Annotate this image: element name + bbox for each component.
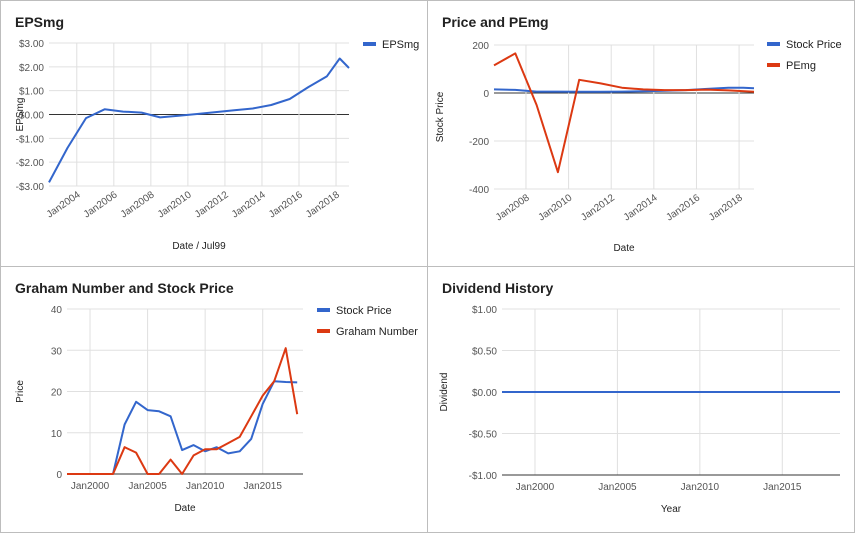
legend-label: EPSmg — [382, 39, 419, 51]
y-tick-label: $1.00 — [19, 87, 44, 98]
x-tick-label: Jan2016 — [267, 189, 305, 220]
x-tick-label: Jan2012 — [193, 189, 231, 220]
panel-epsmg: EPSmg $3.00 $2.00 $1.00 $0.00 -$1.00 -$2.00 -$3… — [0, 0, 428, 267]
x-tick-label: Jan2000 — [516, 482, 555, 493]
pemg-line — [493, 52, 755, 174]
x-tick-label: Jan2014 — [230, 189, 268, 220]
legend-swatch — [317, 329, 330, 333]
epsmg-chart: EPSmg $3.00 $2.00 $1.00 $0.00 -$1.00 -$2.00 -$3… — [15, 14, 419, 252]
y-tick-label: $1.00 — [472, 305, 497, 316]
y-tick-label: $0.00 — [472, 388, 497, 399]
graham-number-line — [67, 347, 299, 475]
legend-swatch — [317, 308, 330, 312]
y-tick-label: 0 — [483, 89, 489, 100]
x-tick-label: Jan2018 — [707, 192, 745, 223]
chart-title: Graham Number and Stock Price — [15, 280, 234, 296]
x-tick-label: Jan2012 — [579, 192, 617, 223]
y-tick-label: -$1.00 — [469, 471, 498, 482]
x-axis-title: Date / Jul99 — [172, 241, 226, 252]
chart-title: EPSmg — [15, 14, 64, 30]
x-tick-label: Jan2006 — [82, 189, 120, 220]
y-tick-label: $2.00 — [19, 63, 44, 74]
y-tick-label: 40 — [51, 305, 63, 316]
y-tick-label: $0.00 — [19, 111, 44, 122]
y-tick-label: -200 — [469, 137, 489, 148]
y-tick-label: 30 — [51, 346, 63, 357]
panel-graham-number: Graham Number and Stock Price 40 30 20 10 0 Ja… — [0, 266, 428, 533]
x-tick-label: Jan2000 — [71, 481, 110, 492]
legend-label: Graham Number — [336, 326, 418, 338]
y-axis-title: Price — [15, 380, 26, 403]
y-tick-label: -400 — [469, 185, 489, 196]
y-tick-label: -$1.00 — [16, 134, 45, 145]
y-tick-label: -$2.00 — [16, 158, 45, 169]
x-tick-label: Jan2015 — [763, 482, 802, 493]
x-tick-label: Jan2005 — [128, 481, 167, 492]
x-tick-label: Jan2008 — [494, 192, 532, 223]
dividend-history-chart: Dividend History $1.00 $0.50 $0.00 -$0.50 -$1… — [439, 280, 840, 515]
y-tick-label: $3.00 — [19, 39, 44, 50]
x-axis-title: Year — [661, 504, 682, 515]
legend-label: Stock Price — [786, 39, 842, 51]
x-tick-label: Jan2018 — [304, 189, 342, 220]
x-tick-label: Jan2005 — [598, 482, 637, 493]
y-tick-label: 10 — [51, 429, 63, 440]
x-tick-label: Jan2010 — [156, 189, 194, 220]
y-tick-label: -$0.50 — [469, 430, 498, 441]
price-and-pemg-chart: Price and PEmg 200 0 -200 -400 Jan2008 Jan2010… — [435, 14, 842, 254]
x-tick-label: Jan2010 — [681, 482, 720, 493]
legend-swatch — [767, 42, 780, 46]
x-tick-label: Jan2014 — [622, 192, 660, 223]
x-tick-label: Jan2004 — [45, 189, 83, 220]
legend-swatch — [767, 63, 780, 67]
y-tick-label: 200 — [472, 41, 489, 52]
x-tick-label: Jan2010 — [537, 192, 575, 223]
y-tick-label: $0.50 — [472, 347, 497, 358]
y-axis-title: EPSmg — [15, 98, 26, 132]
y-axis-title: Stock Price — [435, 91, 446, 142]
legend-label: PEmg — [786, 60, 816, 72]
x-tick-label: Jan2016 — [664, 192, 702, 223]
y-tick-label: 20 — [51, 388, 63, 399]
chart-title: Price and PEmg — [442, 14, 549, 30]
x-tick-label: Jan2008 — [119, 189, 157, 220]
x-axis-title: Date — [174, 503, 196, 514]
panel-price-and-pemg: Price and PEmg 200 0 -200 -400 Jan2008 Jan2010… — [427, 0, 855, 267]
chart-title: Dividend History — [442, 280, 553, 296]
x-axis-title: Date — [613, 243, 635, 254]
x-tick-label: Jan2010 — [186, 481, 225, 492]
x-tick-label: Jan2015 — [244, 481, 283, 492]
y-tick-label: 0 — [56, 470, 62, 481]
legend-swatch — [363, 42, 376, 46]
y-tick-label: -$3.00 — [16, 182, 45, 193]
legend-label: Stock Price — [336, 305, 392, 317]
y-axis-title: Dividend — [439, 373, 450, 412]
graham-number-chart: Graham Number and Stock Price 40 30 20 10 0 Ja… — [15, 280, 418, 514]
stock-price-line — [493, 86, 755, 93]
panel-dividend-history: Dividend History $1.00 $0.50 $0.00 -$0.50 -$1… — [427, 266, 855, 533]
epsmg-line — [48, 57, 350, 183]
